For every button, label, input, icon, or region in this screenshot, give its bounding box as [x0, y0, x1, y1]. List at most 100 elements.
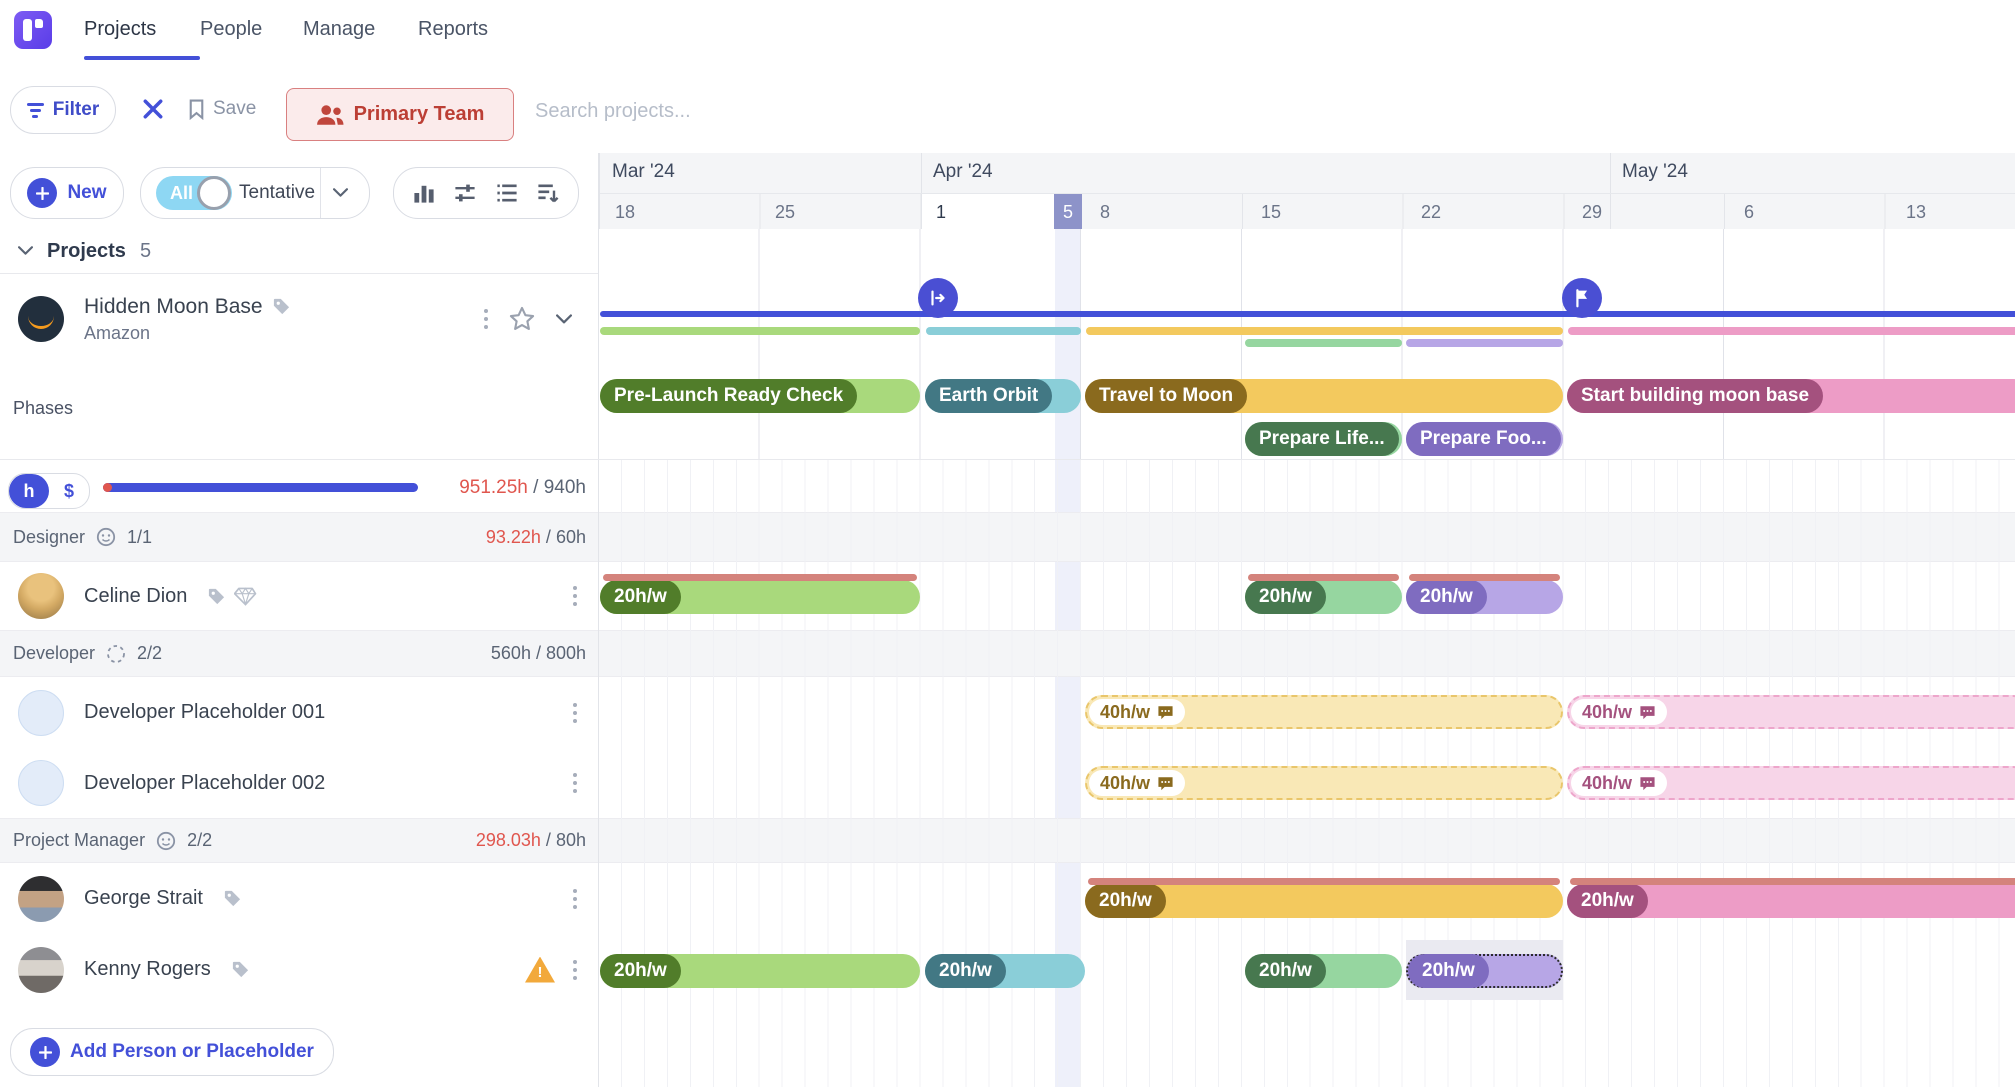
tentative-allocation-bar[interactable]: 40h/w	[1085, 695, 1563, 729]
week-start-date: 22	[1421, 201, 1442, 222]
divider	[0, 459, 2015, 460]
phase-label: Prepare Life...	[1245, 422, 1399, 456]
tab-manage[interactable]: Manage	[303, 18, 376, 40]
filter-button[interactable]: Filter	[10, 86, 116, 134]
allocation-bar[interactable]: 20h/w	[1567, 878, 2015, 918]
budget-used: 951.25h	[459, 477, 528, 498]
search-input[interactable]	[533, 90, 957, 132]
primary-team-filter-chip[interactable]: Primary Team	[286, 88, 514, 141]
bookmark-icon	[188, 99, 205, 120]
tentative-allocation-bar[interactable]: 40h/w	[1567, 695, 2015, 729]
person-menu-icon[interactable]	[573, 702, 577, 723]
chevron-down-icon[interactable]	[556, 314, 572, 325]
person-menu-icon[interactable]	[573, 773, 577, 793]
app-logo-icon[interactable]	[14, 11, 52, 49]
sort-icon[interactable]	[536, 181, 560, 205]
phase-bar[interactable]: Pre-Launch Ready Check	[600, 379, 920, 413]
project-client: Amazon	[84, 322, 151, 343]
phase-bar[interactable]: Earth Orbit	[925, 379, 1081, 413]
display-settings-icon[interactable]	[453, 181, 477, 205]
comment-icon	[1639, 705, 1656, 720]
chart-view-icon[interactable]	[412, 181, 436, 205]
week-start-date: 13	[1906, 201, 1927, 222]
role-count: 1/1	[127, 526, 153, 547]
project-menu-icon[interactable]	[484, 309, 488, 329]
allocation-bar[interactable]: 20h/w	[1406, 574, 1563, 614]
tentative-allocation-bar[interactable]: 40h/w	[1085, 766, 1563, 800]
list-view-icon[interactable]	[495, 181, 519, 205]
allocation-bar[interactable]: 20h/w	[600, 954, 920, 988]
role-band	[599, 630, 2015, 677]
person-name[interactable]: George Strait	[84, 887, 203, 909]
allocation-bar[interactable]: 20h/w	[1245, 574, 1402, 614]
hours-toggle-option[interactable]: h	[9, 474, 49, 508]
person-name[interactable]: Developer Placeholder 002	[84, 771, 326, 794]
allocation-bar[interactable]: 20h/w	[600, 574, 920, 614]
tab-people[interactable]: People	[200, 18, 263, 40]
add-person-button[interactable]: Add Person or Placeholder	[10, 1028, 334, 1076]
allocation-bar[interactable]: 20h/w	[925, 954, 1085, 988]
person-name[interactable]: Celine Dion	[84, 584, 188, 607]
top-nav: Projects People Manage Reports	[0, 0, 2015, 61]
new-label: New	[67, 182, 107, 203]
timeline-header: Mar '24 Apr '24 May '24 18 25 1 5 8 15 2…	[599, 153, 2015, 230]
people-icon	[316, 104, 344, 126]
role-used-hours: 298.03h	[475, 830, 541, 850]
person-menu-icon[interactable]	[573, 586, 577, 606]
overallocation-stripe	[1088, 878, 1560, 885]
tab-reports[interactable]: Reports	[418, 18, 489, 40]
collapse-chevron-icon[interactable]	[18, 246, 33, 256]
placeholder-circle-icon	[106, 644, 126, 664]
project-duration-bar[interactable]	[600, 311, 2015, 317]
role-row-project-manager: Project Manager 2/2 298.03h / 80h	[0, 818, 599, 863]
milestone-badge[interactable]	[1562, 278, 1602, 318]
allocation-label: 20h/w	[1085, 884, 1166, 918]
section-count: 5	[139, 239, 152, 262]
phase-bar[interactable]: Start building moon base	[1567, 379, 2015, 413]
save-label: Save	[213, 98, 257, 119]
panel-divider	[598, 153, 599, 1087]
phase-bar[interactable]: Prepare Foo...	[1406, 422, 1563, 456]
clear-filter-button[interactable]	[136, 89, 170, 129]
add-person-label: Add Person or Placeholder	[70, 1041, 314, 1062]
allocation-hours: 40h/w	[1582, 701, 1633, 722]
allocation-bar[interactable]: 20h/w	[1245, 954, 1402, 988]
phase-mini-bar	[600, 327, 920, 335]
new-project-button[interactable]: New	[10, 167, 124, 219]
budget-progress-bar	[103, 483, 418, 492]
milestone-start-icon	[927, 287, 949, 309]
milestone-badge[interactable]	[918, 278, 958, 318]
star-icon[interactable]	[508, 305, 536, 333]
phase-mini-bar	[926, 327, 1081, 335]
chevron-down-icon[interactable]	[333, 185, 348, 203]
warning-icon[interactable]	[525, 956, 555, 983]
all-tentative-toggle[interactable]: All Tentative	[140, 167, 370, 219]
phase-label: Pre-Launch Ready Check	[600, 379, 858, 413]
tab-projects[interactable]: Projects	[84, 18, 157, 40]
toggle-tentative-option[interactable]: Tentative	[239, 182, 316, 203]
tentative-allocation-bar[interactable]: 40h/w	[1567, 766, 2015, 800]
role-band	[599, 818, 2015, 863]
phase-bar[interactable]: Prepare Life...	[1245, 422, 1402, 456]
allocation-bar-selected[interactable]: 20h/w	[1406, 954, 1563, 988]
person-name[interactable]: Kenny Rogers	[84, 958, 211, 980]
person-menu-icon[interactable]	[573, 959, 577, 980]
allocation-label: 40h/w	[1089, 699, 1186, 725]
role-label: Designer	[13, 526, 86, 547]
save-filter-button[interactable]: Save	[188, 89, 256, 129]
overallocation-stripe	[1409, 574, 1560, 581]
hours-dollars-toggle[interactable]: h $	[8, 473, 90, 509]
allocation-label: 20h/w	[1567, 884, 1648, 918]
toggle-knob[interactable]	[197, 176, 231, 210]
role-label: Project Manager	[13, 830, 146, 850]
project-name[interactable]: Hidden Moon Base	[84, 294, 263, 318]
month-label: May '24	[1622, 161, 1688, 182]
phase-mini-bar	[1086, 327, 1563, 335]
person-name[interactable]: Developer Placeholder 001	[84, 701, 326, 723]
person-menu-icon[interactable]	[573, 888, 577, 909]
phase-bar[interactable]: Travel to Moon	[1085, 379, 1563, 413]
dollars-toggle-option[interactable]: $	[63, 480, 74, 501]
allocation-bar[interactable]: 20h/w	[1085, 878, 1563, 918]
allocation-label: 40h/w	[1089, 770, 1186, 796]
